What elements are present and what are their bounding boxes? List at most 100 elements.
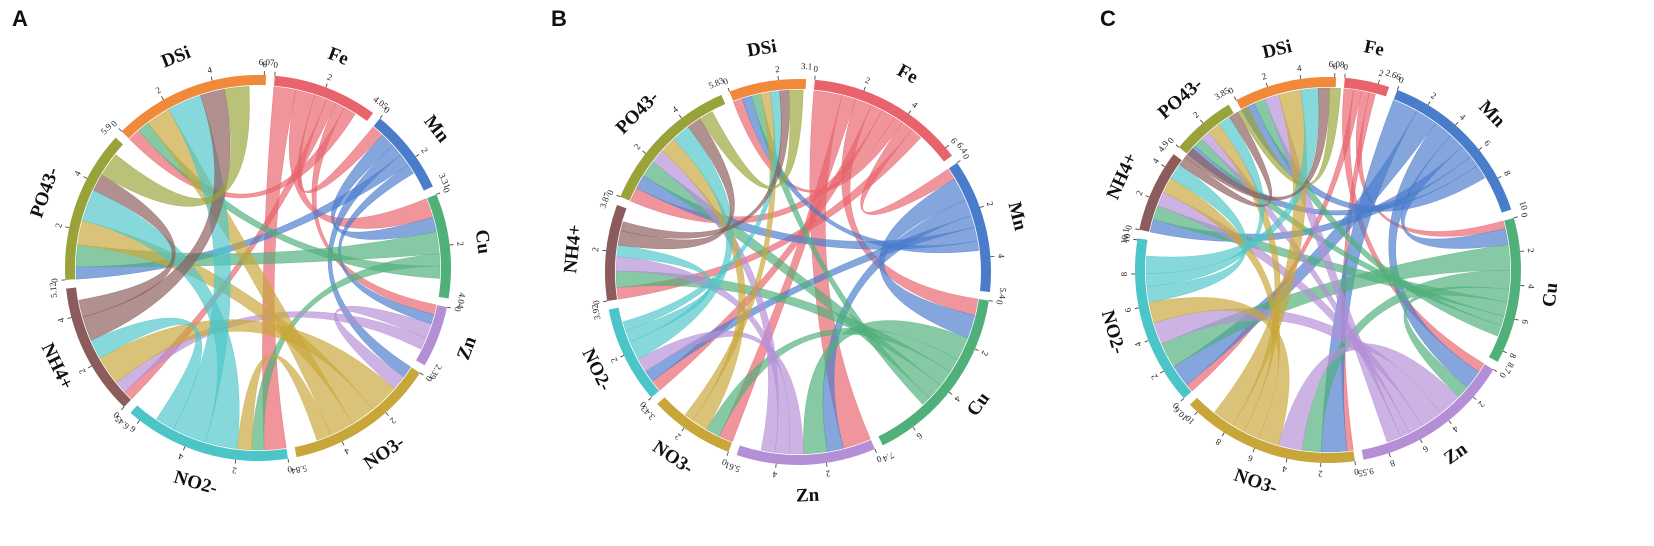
tick-mark — [863, 86, 866, 91]
tick-label: 2 — [980, 349, 991, 357]
tick-label: 0 — [441, 186, 452, 194]
tick-mark — [727, 87, 730, 92]
segment-label-no3: NO3- — [649, 437, 697, 479]
tick-label: 0 — [111, 409, 122, 420]
tick-label: 4 — [342, 446, 351, 457]
tick-mark — [1159, 370, 1164, 374]
segment-total-label: 6.07 — [259, 57, 276, 68]
tick-mark — [1194, 411, 1198, 416]
tick-label: 4 — [952, 394, 963, 404]
tick-label: 0 — [1227, 85, 1236, 96]
tick-label: 4 — [55, 316, 66, 323]
tick-mark — [616, 194, 621, 198]
panel-label-b: B — [551, 6, 567, 31]
tick-label: 0 — [813, 64, 819, 74]
tick-mark — [988, 300, 993, 302]
tick-label: 4 — [1450, 424, 1460, 435]
tick-label: 2 — [1191, 109, 1201, 120]
tick-label: 2 — [232, 465, 238, 475]
chord-no2-dsi — [1145, 88, 1319, 274]
tick-mark — [620, 355, 625, 358]
segment-arc-no3 — [1189, 397, 1355, 463]
tick-mark — [681, 427, 685, 432]
segment-label-mn: Mn — [1003, 200, 1030, 233]
tick-label: 2 — [590, 247, 600, 253]
tick-label: 2 — [825, 468, 831, 479]
tick-mark — [1135, 228, 1140, 231]
chord-mn-zn — [338, 164, 435, 325]
chord-panel-a: A 0 2 4.05 Fe 0 2 3.31 Mn 0 2 4.04 Cu 0 2.39 Zn 0 2 4 5.84… — [0, 0, 551, 546]
tick-label: 8 — [1388, 458, 1396, 469]
segment-arc-no3 — [294, 367, 421, 458]
tick-label: 0 — [49, 278, 59, 284]
segment-arc-po43 — [1179, 104, 1234, 154]
tick-mark — [1448, 420, 1452, 424]
chord-fe-no3 — [1340, 92, 1376, 452]
segment-label-mn: Mn — [1474, 97, 1509, 132]
tick-label: 0 — [382, 105, 392, 116]
tick-mark — [379, 115, 383, 119]
tick-mark — [603, 300, 608, 302]
tick-label: 0 — [591, 299, 602, 305]
tick-mark — [1265, 82, 1268, 87]
tick-mark — [415, 154, 420, 157]
tick-mark — [118, 128, 122, 132]
chord-panel-c: C 0 2 2.66 Fe 0 2 4 6 8 10 Mn 0 2 4 6 8 8.7 Cu 0 2 4 6 8 9.55 Zn… — [1100, 0, 1653, 546]
chord-po43-dsi — [101, 86, 250, 207]
tick-mark — [446, 306, 451, 309]
tick-label: 6 — [949, 136, 960, 146]
tick-label: 0 — [1397, 74, 1405, 85]
tick-label: 4 — [206, 64, 213, 75]
tick-label: 0 — [720, 457, 728, 468]
tick-label: 2 — [1378, 68, 1385, 79]
tick-label: 0 — [994, 299, 1005, 305]
tick-label: 0 — [1497, 371, 1508, 380]
chord-no3-dsi — [147, 109, 353, 436]
segment-arc-dsi — [729, 79, 807, 101]
tick-mark — [161, 96, 164, 100]
tick-label: 6 — [1520, 318, 1531, 325]
segment-total-label: 6.08 — [1329, 59, 1346, 70]
chord-links — [615, 89, 979, 455]
tick-label: 2 — [326, 72, 334, 83]
segment-total-label: 5.61 — [723, 460, 741, 474]
segment-label-no2: NO2- — [1102, 308, 1129, 356]
segment-label-no2: NO2- — [171, 467, 219, 500]
tick-label: 0 — [722, 76, 730, 87]
tick-mark — [341, 441, 345, 446]
chord-links — [1145, 87, 1511, 453]
tick-mark — [87, 365, 92, 369]
tick-mark — [183, 446, 186, 451]
tick-label: 10 — [1121, 233, 1132, 244]
segment-arc-fe — [273, 75, 374, 122]
tick-label: 2 — [1526, 248, 1536, 253]
tick-label: 6 — [1421, 444, 1430, 455]
tick-mark — [1233, 96, 1237, 101]
segment-label-fe: Fe — [325, 43, 351, 70]
tick-label: 2 — [673, 431, 683, 442]
segment-arc-zn — [736, 439, 875, 465]
tick-mark — [419, 372, 424, 376]
tick-label: 8 — [1507, 352, 1518, 361]
tick-label: 0 — [286, 464, 292, 475]
chord-no3-dsi — [684, 91, 777, 421]
segment-arc-no2 — [608, 307, 660, 398]
tick-label: 2 — [775, 64, 780, 74]
segment-label-po43: PO43- — [612, 87, 663, 139]
tick-label: 6 — [1246, 453, 1254, 464]
chord-nh4-po43 — [617, 118, 735, 250]
segment-arc-mn — [1393, 89, 1512, 213]
tick-mark — [912, 426, 916, 431]
chord-zn-no3 — [334, 306, 432, 389]
segment-total-label: 10 — [1517, 200, 1529, 212]
tick-mark — [826, 462, 828, 467]
tick-label: 2 — [388, 416, 398, 426]
tick-label: 2 — [632, 142, 643, 152]
tick-mark — [1502, 350, 1507, 354]
tick-mark — [120, 406, 125, 411]
chord-zn-nh4 — [116, 311, 427, 393]
tick-mark — [1299, 74, 1302, 80]
tick-label: 0 — [1170, 400, 1181, 410]
tick-mark — [1455, 121, 1459, 126]
tick-label: 8 — [1502, 169, 1513, 178]
